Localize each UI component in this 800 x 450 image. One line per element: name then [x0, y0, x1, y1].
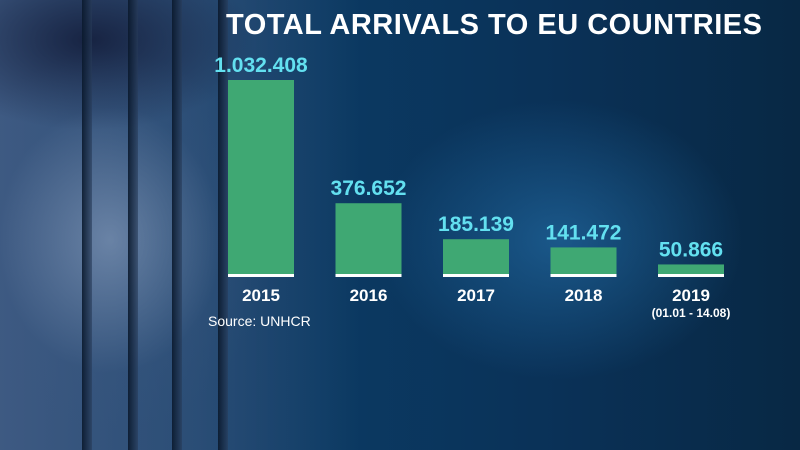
- background-photo: [0, 0, 360, 450]
- data-label: 185.139: [438, 213, 514, 236]
- x-tick-label: 2018: [565, 286, 603, 305]
- data-label: 141.472: [546, 221, 622, 244]
- bar-baseline: [335, 274, 402, 277]
- x-tick-sublabel: (01.01 - 14.08): [652, 306, 731, 320]
- background-photo-stripe: [218, 0, 228, 450]
- bar: [443, 239, 509, 274]
- background-photo-stripe: [128, 0, 138, 450]
- data-label: 1.032.408: [214, 54, 308, 77]
- bar: [550, 247, 617, 274]
- bar-baseline: [658, 274, 724, 277]
- bar-baseline: [443, 274, 509, 277]
- bar-baseline: [550, 274, 617, 277]
- data-label: 50.866: [659, 238, 723, 261]
- data-label: 376.652: [331, 177, 407, 200]
- bar: [658, 264, 724, 274]
- background-photo-stripe: [172, 0, 182, 450]
- x-tick-label: 2016: [350, 286, 388, 305]
- bar-baseline: [228, 274, 294, 277]
- x-tick-label: 2015: [242, 286, 280, 305]
- bar: [228, 80, 294, 274]
- source-label: Source: UNHCR: [208, 313, 311, 329]
- x-tick-label: 2019: [672, 286, 710, 305]
- x-tick-label: 2017: [457, 286, 495, 305]
- background-photo-stripe: [82, 0, 92, 450]
- bar: [335, 203, 402, 274]
- chart-title: TOTAL ARRIVALS TO EU COUNTRIES: [226, 9, 763, 41]
